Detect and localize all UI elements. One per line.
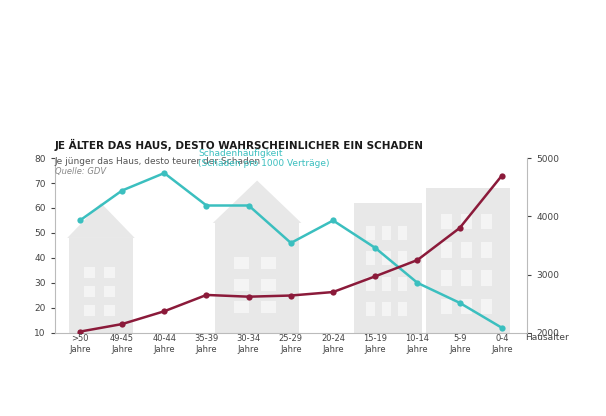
Polygon shape [366,277,375,291]
Polygon shape [382,251,391,265]
Polygon shape [234,257,249,269]
Polygon shape [69,238,133,333]
Polygon shape [481,242,493,258]
Polygon shape [461,299,472,314]
Polygon shape [234,279,249,291]
Polygon shape [213,181,301,223]
Polygon shape [84,267,95,278]
Polygon shape [441,242,452,258]
Polygon shape [215,223,299,333]
Polygon shape [461,270,472,286]
Polygon shape [481,299,493,314]
Polygon shape [441,270,452,286]
Polygon shape [461,242,472,258]
Polygon shape [366,302,375,316]
Polygon shape [104,305,115,316]
Polygon shape [261,257,276,269]
Polygon shape [382,302,391,316]
Polygon shape [84,305,95,316]
Polygon shape [84,286,95,297]
Polygon shape [366,226,375,240]
Polygon shape [441,214,452,229]
Polygon shape [234,301,249,313]
Polygon shape [354,203,422,333]
Text: Schadenhäufigkeit
(Schäden pro 1000 Verträge): Schadenhäufigkeit (Schäden pro 1000 Vert… [198,149,330,168]
Text: Hausalter: Hausalter [525,333,569,342]
Polygon shape [382,277,391,291]
Polygon shape [261,279,276,291]
Polygon shape [366,251,375,265]
Polygon shape [104,267,115,278]
Polygon shape [399,226,407,240]
Polygon shape [104,286,115,297]
Text: Quelle: GDV: Quelle: GDV [55,167,105,176]
Polygon shape [441,299,452,314]
Polygon shape [461,214,472,229]
Polygon shape [382,226,391,240]
Polygon shape [399,277,407,291]
Polygon shape [261,301,276,313]
Polygon shape [426,188,510,333]
Polygon shape [399,251,407,265]
Polygon shape [67,203,135,238]
Polygon shape [481,270,493,286]
Text: JE ÄLTER DAS HAUS, DESTO WAHRSCHEINLICHER EIN SCHADEN: JE ÄLTER DAS HAUS, DESTO WAHRSCHEINLICHE… [55,139,424,151]
Polygon shape [481,214,493,229]
Text: Je jünger das Haus, desto teurer der Schaden: Je jünger das Haus, desto teurer der Sch… [55,157,261,166]
Polygon shape [399,302,407,316]
